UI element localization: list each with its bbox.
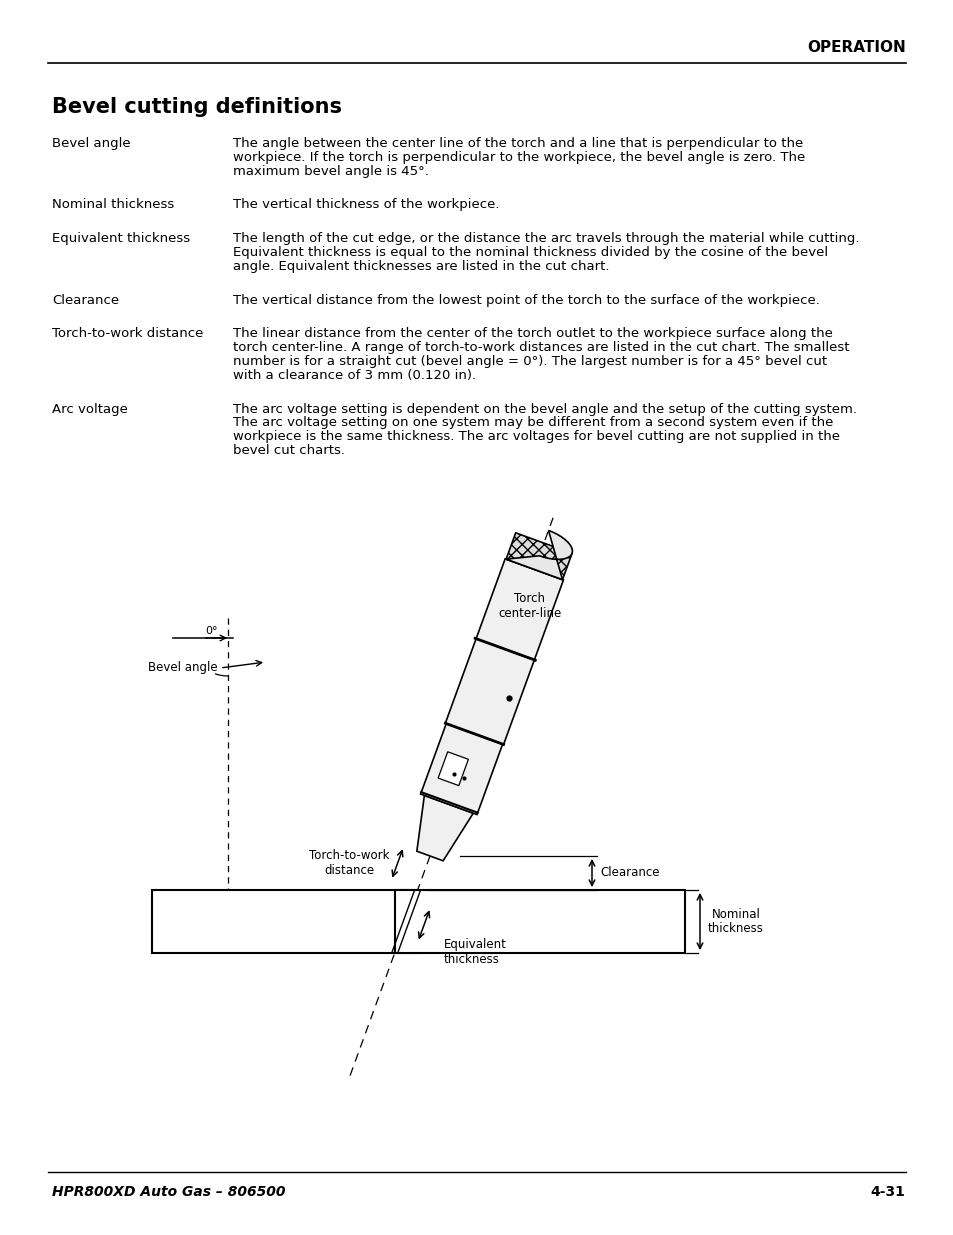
Text: Torch-to-work
distance: Torch-to-work distance <box>309 850 389 877</box>
Bar <box>395 890 684 953</box>
Text: The vertical thickness of the workpiece.: The vertical thickness of the workpiece. <box>233 199 499 211</box>
Text: 0°: 0° <box>205 626 218 636</box>
Text: Bevel angle: Bevel angle <box>52 137 131 149</box>
Text: The linear distance from the center of the torch outlet to the workpiece surface: The linear distance from the center of t… <box>233 327 832 341</box>
Text: Equivalent
thickness: Equivalent thickness <box>443 939 506 966</box>
Text: Arc voltage: Arc voltage <box>52 403 128 416</box>
Text: Nominal
thickness: Nominal thickness <box>707 908 763 935</box>
Text: Bevel angle: Bevel angle <box>149 662 218 674</box>
Text: Nominal thickness: Nominal thickness <box>52 199 174 211</box>
Polygon shape <box>476 558 563 659</box>
Text: The vertical distance from the lowest point of the torch to the surface of the w: The vertical distance from the lowest po… <box>233 294 819 306</box>
Polygon shape <box>437 752 468 785</box>
Text: Torch
center-line: Torch center-line <box>497 592 561 620</box>
Text: The length of the cut edge, or the distance the arc travels through the material: The length of the cut edge, or the dista… <box>233 232 859 246</box>
Text: HPR800XD Auto Gas – 806500: HPR800XD Auto Gas – 806500 <box>52 1186 285 1199</box>
Text: The arc voltage setting is dependent on the bevel angle and the setup of the cut: The arc voltage setting is dependent on … <box>233 403 856 416</box>
Text: The arc voltage setting on one system may be different from a second system even: The arc voltage setting on one system ma… <box>233 416 833 430</box>
Polygon shape <box>420 724 502 815</box>
Text: workpiece. If the torch is perpendicular to the workpiece, the bevel angle is ze: workpiece. If the torch is perpendicular… <box>233 151 804 164</box>
Text: OPERATION: OPERATION <box>806 40 905 56</box>
Text: torch center-line. A range of torch-to-work distances are listed in the cut char: torch center-line. A range of torch-to-w… <box>233 341 848 354</box>
Polygon shape <box>416 795 473 861</box>
Text: The angle between the center line of the torch and a line that is perpendicular : The angle between the center line of the… <box>233 137 802 149</box>
Polygon shape <box>506 532 572 579</box>
Text: angle. Equivalent thicknesses are listed in the cut chart.: angle. Equivalent thicknesses are listed… <box>233 259 609 273</box>
Text: number is for a straight cut (bevel angle = 0°). The largest number is for a 45°: number is for a straight cut (bevel angl… <box>233 354 826 368</box>
Text: maximum bevel angle is 45°.: maximum bevel angle is 45°. <box>233 164 429 178</box>
Bar <box>152 890 417 953</box>
Text: Equivalent thickness: Equivalent thickness <box>52 232 190 246</box>
Polygon shape <box>445 638 534 745</box>
Text: with a clearance of 3 mm (0.120 in).: with a clearance of 3 mm (0.120 in). <box>233 369 476 382</box>
Text: bevel cut charts.: bevel cut charts. <box>233 445 345 457</box>
Polygon shape <box>506 530 572 579</box>
Text: 4-31: 4-31 <box>869 1186 904 1199</box>
Text: Bevel cutting definitions: Bevel cutting definitions <box>52 98 341 117</box>
Text: Clearance: Clearance <box>599 867 659 879</box>
Text: Torch-to-work distance: Torch-to-work distance <box>52 327 203 341</box>
Text: Equivalent thickness is equal to the nominal thickness divided by the cosine of : Equivalent thickness is equal to the nom… <box>233 246 827 259</box>
Text: Clearance: Clearance <box>52 294 119 306</box>
Text: workpiece is the same thickness. The arc voltages for bevel cutting are not supp: workpiece is the same thickness. The arc… <box>233 430 840 443</box>
